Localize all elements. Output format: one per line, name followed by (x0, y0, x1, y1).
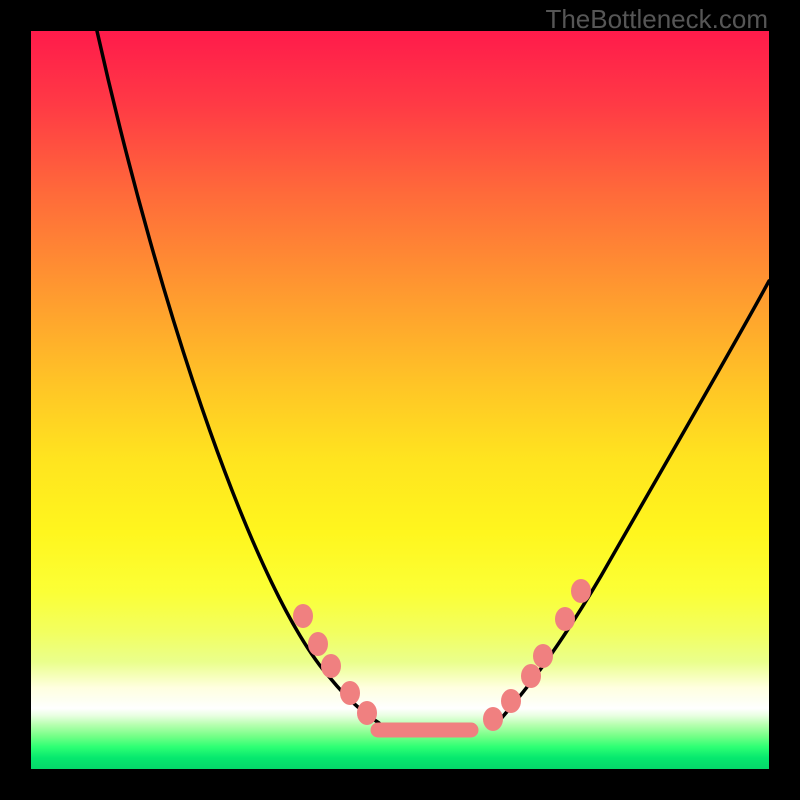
marker-left-0 (293, 604, 313, 628)
gradient-background (31, 31, 769, 769)
marker-left-1 (308, 632, 328, 656)
marker-right-0 (483, 707, 503, 731)
chart-plot-area (31, 31, 769, 769)
marker-right-2 (521, 664, 541, 688)
watermark-text: TheBottleneck.com (545, 4, 768, 35)
marker-right-1 (501, 689, 521, 713)
chart-svg (31, 31, 769, 769)
marker-left-2 (321, 654, 341, 678)
marker-left-4 (357, 701, 377, 725)
marker-right-3 (533, 644, 553, 668)
marker-left-3 (340, 681, 360, 705)
marker-right-4 (555, 607, 575, 631)
marker-right-5 (571, 579, 591, 603)
